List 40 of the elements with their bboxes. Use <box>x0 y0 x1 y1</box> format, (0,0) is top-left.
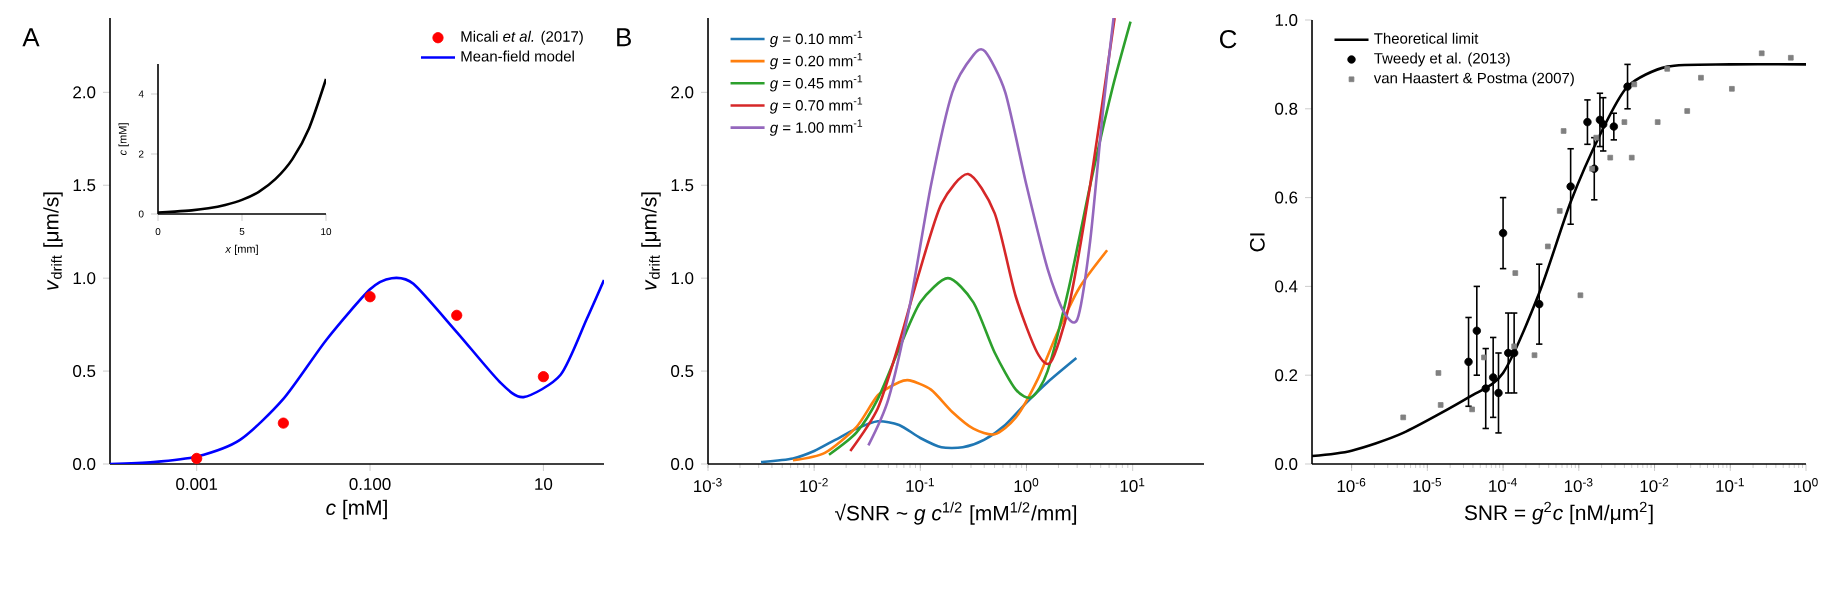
y-tick-label: 0.0 <box>73 458 96 470</box>
x-tick-label: 10 <box>535 478 553 491</box>
y-tick-label: 1.0 <box>73 272 96 285</box>
y-tick-label: 1.5 <box>671 179 694 192</box>
x-tick-label: 10$^{-3}$ <box>694 478 722 493</box>
y-tick-label: 2.0 <box>73 86 96 99</box>
y-tick-label: 0.0 <box>671 458 694 470</box>
y-tick-label: 1.0 <box>1275 14 1298 26</box>
x-axis-title: √SNR ~ g c$^{1/2}$ [mM$^{1/2}$/mm] <box>835 501 1077 525</box>
y-tick-label: 0.5 <box>671 365 694 378</box>
x-tick-label: 10$^{-3}$ <box>1564 478 1593 493</box>
y-tick-label: 1.5 <box>73 179 96 192</box>
x-tick-label: 10$^{0}$ <box>1794 478 1818 493</box>
x-tick-label: 10$^{-6}$ <box>1337 478 1366 493</box>
x-tick-label: 10$^{-1}$ <box>1716 478 1744 492</box>
y-tick-label: 2.0 <box>671 86 694 99</box>
x-axis-title: c [mM] <box>326 499 387 520</box>
y-tick-label: 0.0 <box>1275 458 1298 470</box>
chart-title: A <box>22 28 40 47</box>
y-axis-title: CI <box>1249 233 1265 252</box>
x-tick-label: 10$^{-2}$ <box>800 478 828 493</box>
y-tick-label: 0.8 <box>1275 102 1298 115</box>
y-tick-label: 0.2 <box>1275 369 1298 382</box>
y-tick-label: 0.4 <box>1275 280 1298 293</box>
y-tick-label: 0.6 <box>1275 191 1298 204</box>
x-tick-label: 10$^{0}$ <box>1014 478 1039 493</box>
y-axis-title: v$_{drift}$ [μm/s] <box>43 192 63 290</box>
chart-title: C <box>1219 29 1237 49</box>
chart-title: B <box>617 28 631 47</box>
x-axis-title: SNR = g$^{2}$c [nM/μm$^{2}$] <box>1464 501 1653 525</box>
x-tick-label: 10$^{-2}$ <box>1640 478 1669 493</box>
x-tick-label: 0.001 <box>176 478 218 491</box>
x-tick-label: 0.100 <box>349 478 391 491</box>
x-tick-label: 10$^{-5}$ <box>1413 478 1442 492</box>
x-tick-label: 10$^{-4}$ <box>1489 478 1517 492</box>
y-tick-label: 1.0 <box>671 272 694 285</box>
y-axis-title: v$_{drift}$ [μm/s] <box>641 192 661 290</box>
y-tick-label: 0.5 <box>73 365 96 378</box>
x-tick-label: 10$^{1}$ <box>1120 478 1145 492</box>
x-tick-label: 10$^{-1}$ <box>906 478 934 492</box>
